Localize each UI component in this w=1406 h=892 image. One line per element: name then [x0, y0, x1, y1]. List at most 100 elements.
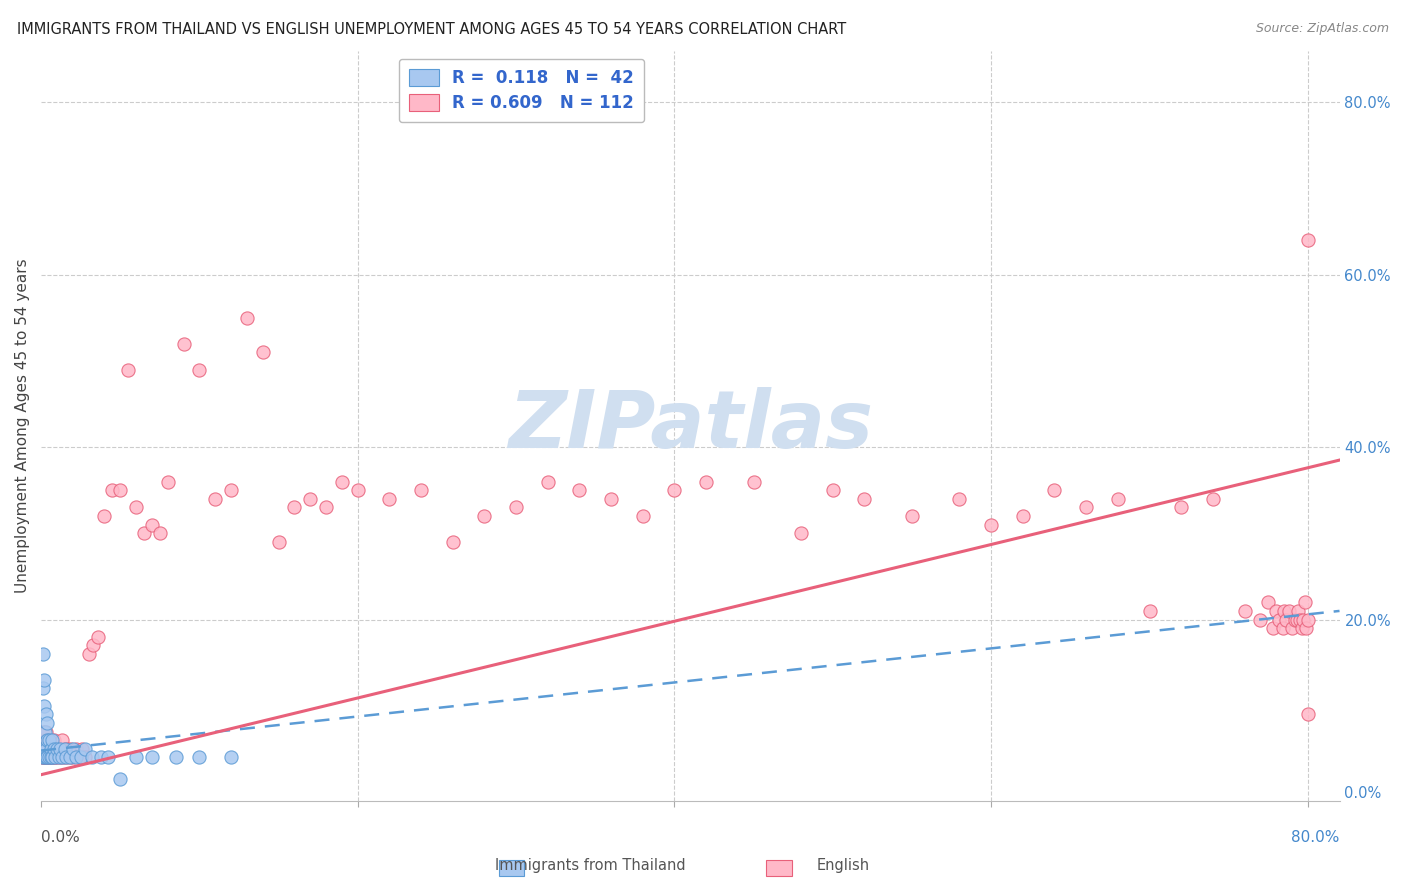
Point: [39, 741, 62, 756]
Point: [60, 741, 83, 756]
Point: [37, 716, 59, 731]
Point: [41, 741, 63, 756]
Text: Immigrants from Thailand: Immigrants from Thailand: [495, 858, 686, 872]
Point: [38, 750, 60, 764]
Point: [236, 310, 259, 325]
Point: [1294, 595, 1316, 609]
Point: [1076, 500, 1098, 515]
Point: [55, 750, 77, 764]
Point: [42, 741, 65, 756]
Point: [34, 724, 56, 739]
Point: [853, 491, 876, 506]
Point: [35, 750, 58, 764]
Point: [1107, 491, 1129, 506]
Point: [42, 733, 65, 747]
Point: [32, 750, 55, 764]
Point: [75, 750, 97, 764]
Point: [267, 535, 290, 549]
Point: [165, 750, 187, 764]
Point: [141, 517, 163, 532]
Point: [695, 475, 717, 489]
Point: [72, 741, 94, 756]
Point: [38, 750, 60, 764]
Point: [38, 741, 60, 756]
Point: [790, 526, 813, 541]
Point: [39, 750, 62, 764]
Point: [948, 491, 970, 506]
Point: [31, 741, 53, 756]
Point: [537, 475, 560, 489]
Point: [346, 483, 368, 498]
Point: [188, 362, 211, 376]
Point: [132, 526, 155, 541]
Point: [82, 639, 104, 653]
Point: [55, 750, 77, 764]
Point: [32, 698, 55, 713]
Point: [32, 750, 55, 764]
Point: [93, 509, 115, 524]
Point: [1296, 233, 1319, 247]
Point: [67, 750, 90, 764]
Point: [1274, 613, 1296, 627]
Point: [474, 509, 496, 524]
Y-axis label: Unemployment Among Ages 45 to 54 years: Unemployment Among Ages 45 to 54 years: [15, 259, 30, 593]
Point: [1011, 509, 1033, 524]
Point: [62, 741, 84, 756]
Point: [37, 733, 59, 747]
Point: [1265, 604, 1288, 618]
Point: [32, 750, 55, 764]
Point: [32, 741, 55, 756]
Point: [52, 750, 75, 764]
Point: [742, 475, 765, 489]
Point: [32, 741, 55, 756]
Point: [1295, 621, 1317, 635]
Point: [315, 500, 337, 515]
Point: [32, 733, 55, 747]
Point: [1292, 613, 1315, 627]
Point: [252, 345, 274, 359]
Point: [46, 750, 69, 764]
Point: [101, 483, 124, 498]
Point: [204, 491, 226, 506]
Point: [37, 741, 59, 756]
Point: [330, 475, 353, 489]
Point: [110, 772, 132, 786]
Point: [41, 733, 63, 747]
Point: [125, 500, 148, 515]
Point: [1139, 604, 1161, 618]
Point: [568, 483, 591, 498]
Point: [32, 673, 55, 687]
Point: [87, 630, 110, 644]
Point: [1170, 500, 1192, 515]
Text: 80.0%: 80.0%: [1291, 830, 1340, 845]
Point: [53, 741, 76, 756]
Point: [31, 724, 53, 739]
Point: [51, 733, 73, 747]
Point: [149, 526, 172, 541]
Point: [37, 750, 59, 764]
Point: [31, 750, 53, 764]
Point: [1249, 613, 1271, 627]
Point: [156, 475, 179, 489]
Point: [77, 647, 100, 661]
Point: [69, 750, 91, 764]
Point: [65, 750, 87, 764]
Point: [117, 362, 139, 376]
Point: [38, 750, 60, 764]
Legend: R =  0.118   N =  42, R = 0.609   N = 112: R = 0.118 N = 42, R = 0.609 N = 112: [399, 59, 644, 122]
Point: [35, 707, 58, 722]
Point: [80, 750, 103, 764]
Point: [65, 741, 87, 756]
Point: [141, 750, 163, 764]
Point: [35, 750, 58, 764]
Point: [42, 750, 65, 764]
Point: [46, 741, 69, 756]
Point: [38, 733, 60, 747]
Point: [59, 750, 82, 764]
Point: [1261, 621, 1284, 635]
Point: [1272, 604, 1295, 618]
Point: [90, 750, 112, 764]
Text: English: English: [817, 858, 870, 872]
Point: [31, 750, 53, 764]
Text: IMMIGRANTS FROM THAILAND VS ENGLISH UNEMPLOYMENT AMONG AGES 45 TO 54 YEARS CORRE: IMMIGRANTS FROM THAILAND VS ENGLISH UNEM…: [17, 22, 846, 37]
